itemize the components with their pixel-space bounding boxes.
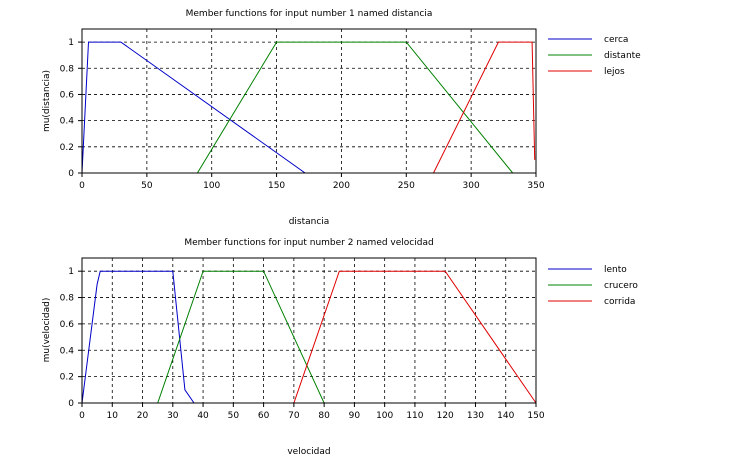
- y-tick-label: 1: [68, 267, 74, 277]
- y-axis-label: mu(velocidad): [42, 298, 52, 363]
- chart-distancia: Member functions for input number 1 name…: [42, 9, 641, 227]
- x-tick-label: 130: [467, 411, 484, 421]
- x-tick-label: 80: [318, 411, 330, 421]
- y-tick-label: 0: [68, 169, 74, 179]
- legend-label-cerca: cerca: [604, 35, 628, 45]
- series-line-corrida: [82, 270, 537, 404]
- grid-lines: [82, 258, 536, 403]
- x-tick-label: 50: [228, 411, 240, 421]
- legend: cerca distante lejos: [548, 35, 641, 77]
- series-line-lejos: [82, 41, 536, 174]
- chart-title: Member functions for input number 2 name…: [184, 238, 433, 248]
- x-tick-label: 50: [141, 181, 153, 191]
- x-tick-label: 10: [107, 411, 119, 421]
- x-tick-label: 300: [463, 181, 480, 191]
- chart-velocidad: Member functions for input number 2 name…: [42, 238, 638, 457]
- x-tick-label: 250: [398, 181, 415, 191]
- series-line-cerca: [81, 41, 536, 174]
- y-tick-label: 0.4: [60, 117, 75, 127]
- grid-lines: [82, 29, 536, 173]
- x-tick-label: 20: [137, 411, 149, 421]
- x-tick-label: 60: [258, 411, 270, 421]
- legend: lento crucero corrida: [548, 265, 638, 307]
- series-line-lento: [81, 270, 536, 404]
- series-lines: [81, 270, 537, 404]
- x-tick-label: 120: [437, 411, 454, 421]
- x-axis-label: distancia: [289, 217, 330, 227]
- legend-label-distante: distante: [604, 51, 641, 61]
- y-tick-label: 0.2: [60, 373, 74, 383]
- x-ticks: 0 10 20 30 40 50 60 70 80 90 100 110 120 130 140 150: [79, 403, 545, 421]
- y-tick-label: 0.8: [60, 64, 75, 74]
- series-line-distante: [82, 41, 536, 174]
- y-tick-label: 0: [68, 399, 74, 409]
- x-tick-label: 100: [203, 181, 220, 191]
- y-tick-label: 0.6: [60, 90, 75, 100]
- x-tick-label: 140: [497, 411, 514, 421]
- x-tick-label: 100: [376, 411, 393, 421]
- y-ticks: 0 0.2 0.4 0.6 0.8 1: [60, 38, 82, 179]
- legend-label-lento: lento: [604, 265, 627, 275]
- chart-title: Member functions for input number 1 name…: [186, 9, 433, 19]
- x-tick-label: 0: [79, 181, 85, 191]
- y-ticks: 0 0.2 0.4 0.6 0.8 1: [60, 267, 82, 409]
- legend-label-corrida: corrida: [604, 297, 635, 307]
- legend-label-crucero: crucero: [604, 281, 638, 291]
- x-tick-label: 150: [268, 181, 285, 191]
- y-tick-label: 0.2: [60, 143, 74, 153]
- legend-label-lejos: lejos: [604, 67, 625, 77]
- x-tick-label: 90: [349, 411, 361, 421]
- plot-frame: [81, 257, 537, 404]
- x-tick-label: 40: [197, 411, 209, 421]
- x-tick-label: 110: [406, 411, 423, 421]
- y-tick-label: 0.6: [60, 320, 75, 330]
- x-tick-label: 350: [527, 181, 544, 191]
- y-tick-label: 0.8: [60, 294, 75, 304]
- plot-frame: [81, 28, 537, 174]
- x-tick-label: 0: [79, 411, 85, 421]
- x-tick-label: 150: [527, 411, 544, 421]
- x-ticks: 0 50 100 150 200 250 300 350: [79, 173, 545, 191]
- x-axis-label: velocidad: [287, 447, 330, 457]
- y-axis-label: mu(distancia): [42, 70, 52, 132]
- y-tick-label: 1: [68, 38, 74, 48]
- x-tick-label: 30: [167, 411, 179, 421]
- series-line-crucero: [82, 270, 536, 404]
- y-tick-label: 0.4: [60, 346, 75, 356]
- series-lines: [81, 41, 536, 174]
- x-tick-label: 70: [288, 411, 300, 421]
- x-tick-label: 200: [333, 181, 350, 191]
